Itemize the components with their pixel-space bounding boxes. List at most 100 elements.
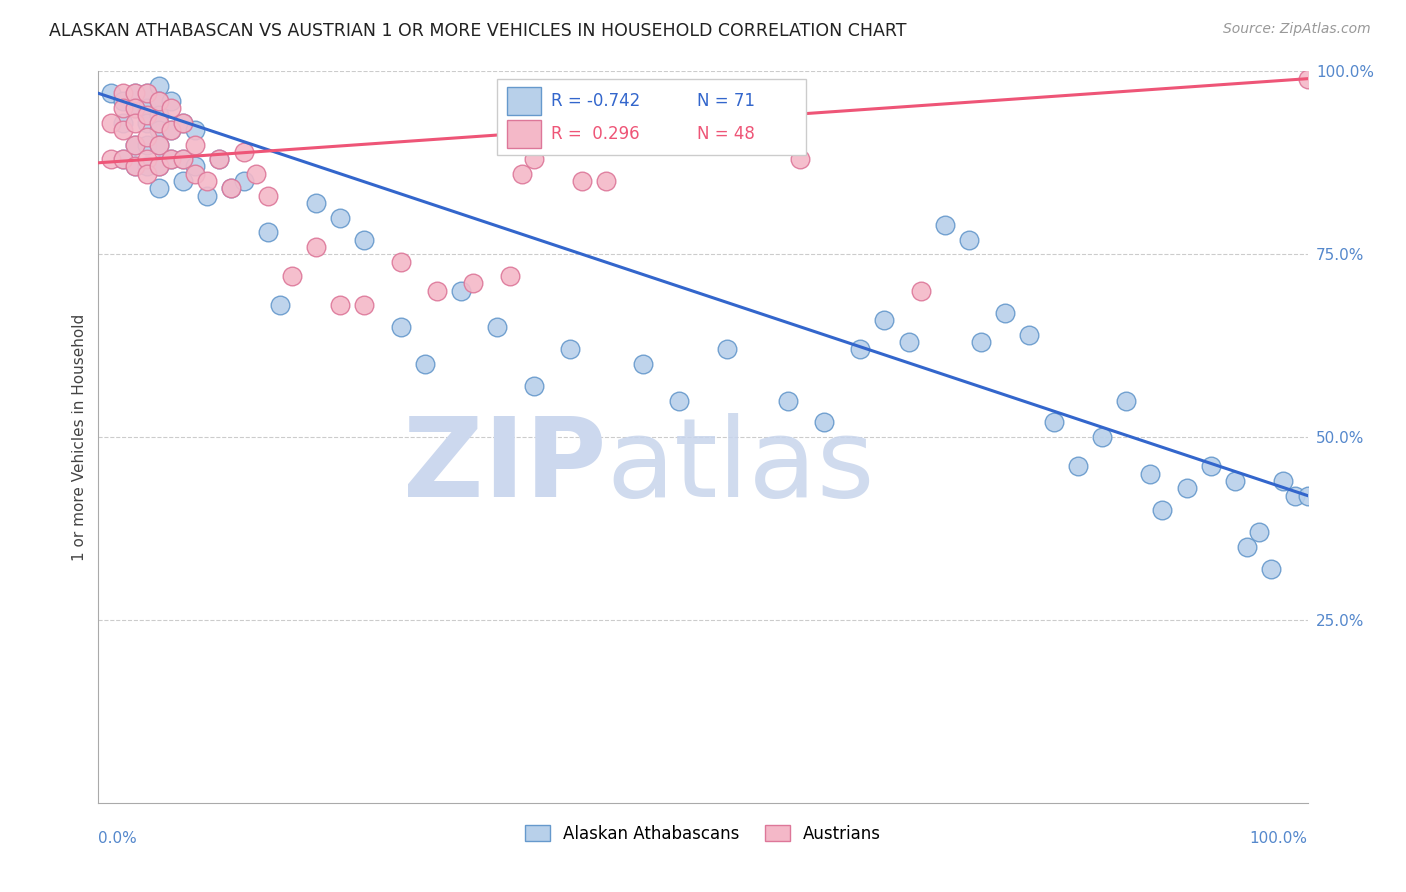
Point [148, 160, 170, 174]
Point [1249, 525, 1271, 540]
Point [135, 87, 157, 101]
Point [160, 94, 183, 108]
Point [389, 254, 412, 268]
Point [111, 152, 134, 166]
Text: 100.0%: 100.0% [1250, 831, 1308, 846]
Point [1284, 489, 1306, 503]
Point [232, 145, 254, 159]
Point [124, 101, 146, 115]
Point [111, 123, 134, 137]
Text: 0.0%: 0.0% [98, 831, 138, 846]
Point [789, 152, 811, 166]
Legend: Alaskan Athabascans, Austrians: Alaskan Athabascans, Austrians [519, 818, 887, 849]
Point [813, 416, 835, 430]
Point [1067, 459, 1090, 474]
Point [571, 174, 593, 188]
Point [148, 123, 170, 137]
Point [849, 343, 872, 357]
Point [873, 313, 896, 327]
Point [970, 334, 993, 349]
Point [172, 174, 194, 188]
Point [160, 123, 183, 137]
Point [305, 240, 328, 254]
Point [716, 343, 738, 357]
Point [100, 87, 122, 101]
Point [124, 137, 146, 152]
FancyBboxPatch shape [508, 87, 541, 114]
Point [1199, 459, 1222, 474]
Point [1091, 430, 1114, 444]
Text: ALASKAN ATHABASCAN VS AUSTRIAN 1 OR MORE VEHICLES IN HOUSEHOLD CORRELATION CHART: ALASKAN ATHABASCAN VS AUSTRIAN 1 OR MORE… [49, 22, 907, 40]
Point [111, 152, 134, 166]
Point [124, 87, 146, 101]
Point [934, 218, 956, 232]
Point [353, 233, 375, 247]
Point [135, 87, 157, 101]
Point [232, 174, 254, 188]
Point [910, 284, 932, 298]
Point [135, 152, 157, 166]
Point [1139, 467, 1161, 481]
Point [111, 101, 134, 115]
Point [195, 174, 218, 188]
Point [208, 152, 231, 166]
Point [208, 152, 231, 166]
Point [184, 137, 207, 152]
Point [148, 137, 170, 152]
Point [172, 152, 194, 166]
Point [135, 101, 157, 115]
FancyBboxPatch shape [508, 120, 541, 148]
Point [256, 225, 278, 239]
Point [148, 137, 170, 152]
Point [1272, 474, 1295, 488]
Point [135, 108, 157, 122]
Point [631, 357, 654, 371]
Point [463, 277, 485, 291]
Point [486, 320, 509, 334]
Point [124, 160, 146, 174]
Point [305, 196, 328, 211]
Point [148, 78, 170, 93]
Point [160, 152, 183, 166]
Point [256, 188, 278, 202]
Point [1296, 489, 1319, 503]
Point [124, 115, 146, 129]
Point [221, 181, 243, 195]
Text: atlas: atlas [606, 413, 875, 520]
Point [1152, 503, 1174, 517]
Point [413, 357, 436, 371]
Text: R =  0.296: R = 0.296 [551, 125, 640, 144]
Point [245, 167, 267, 181]
Text: N = 71: N = 71 [697, 92, 755, 110]
Text: R = -0.742: R = -0.742 [551, 92, 640, 110]
Point [148, 94, 170, 108]
Point [389, 320, 412, 334]
Point [595, 174, 617, 188]
Point [668, 393, 690, 408]
Text: N = 48: N = 48 [697, 125, 755, 144]
Point [195, 188, 218, 202]
Point [498, 269, 520, 284]
Point [135, 137, 157, 152]
Point [148, 94, 170, 108]
Point [523, 379, 546, 393]
Point [135, 160, 157, 174]
Point [1175, 481, 1198, 495]
Point [100, 152, 122, 166]
Y-axis label: 1 or more Vehicles in Household: 1 or more Vehicles in Household [72, 313, 87, 561]
Point [184, 167, 207, 181]
Point [329, 211, 352, 225]
Point [329, 298, 352, 312]
Point [111, 87, 134, 101]
Point [1236, 540, 1258, 554]
Point [1018, 327, 1040, 342]
Point [221, 181, 243, 195]
Point [124, 160, 146, 174]
Point [160, 152, 183, 166]
Point [1042, 416, 1064, 430]
Point [776, 393, 799, 408]
Point [1115, 393, 1137, 408]
Text: Source: ZipAtlas.com: Source: ZipAtlas.com [1223, 22, 1371, 37]
Point [111, 94, 134, 108]
Point [135, 167, 157, 181]
